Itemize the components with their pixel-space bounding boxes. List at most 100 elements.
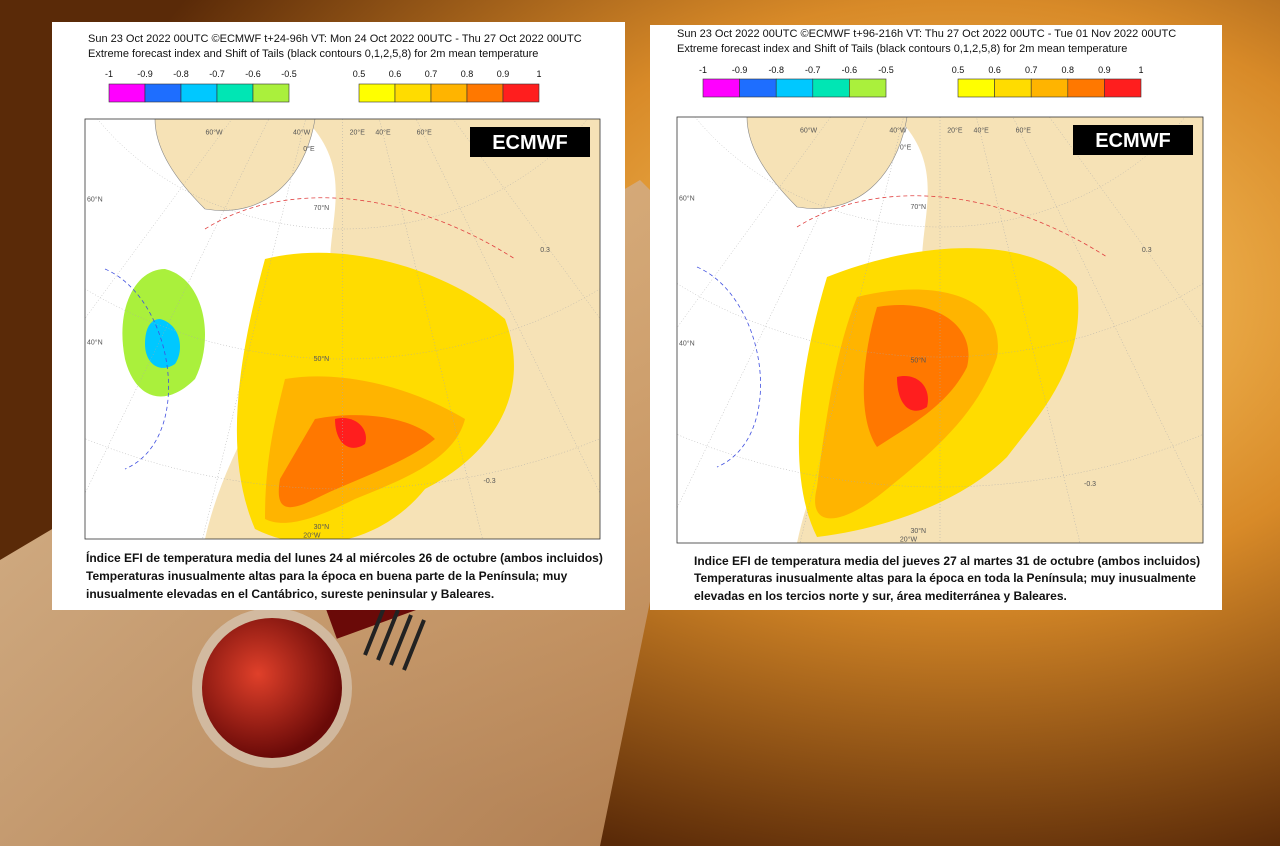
legend-swatch — [1030, 78, 1069, 98]
map-label: 60°W — [800, 127, 818, 135]
map-label: 60°N — [87, 196, 103, 204]
map-label: 0°E — [900, 144, 912, 152]
map-label: 40°N — [679, 340, 695, 348]
legend-label: -0.5 — [878, 65, 894, 75]
map-label: 60°W — [205, 128, 223, 136]
caption-line: Temperaturas inusualmente altas para la … — [694, 571, 1196, 585]
map-label: 20°W — [303, 532, 321, 540]
legend-swatch — [775, 78, 814, 98]
map-label: 40°E — [375, 128, 391, 136]
efi-area — [897, 376, 928, 411]
map-label: 0°E — [303, 145, 315, 153]
header-line: Sun 23 Oct 2022 00UTC ©ECMWF t+96-216h V… — [677, 28, 1176, 40]
map-greenland — [746, 117, 908, 209]
map — [677, 117, 1203, 543]
caption-line: Indice EFI de temperatura media del juev… — [694, 554, 1200, 568]
legend-swatch — [180, 83, 218, 103]
map-label: 70°N — [910, 203, 926, 211]
logo: ECMWF — [492, 132, 568, 154]
map-label: 60°N — [679, 195, 695, 203]
legend-label: -0.6 — [245, 69, 261, 79]
legend-label: 0.9 — [497, 69, 510, 79]
legend-swatch — [957, 78, 995, 98]
caption-line: inusualmente elevadas en el Cantábrico, … — [86, 587, 494, 601]
legend-swatch — [812, 78, 850, 98]
legend-swatch — [394, 83, 432, 103]
contour-positive — [204, 197, 516, 260]
legend-label: 0.7 — [425, 69, 438, 79]
efi-area — [278, 415, 435, 508]
legend-swatch — [502, 83, 540, 103]
legend-swatch — [466, 83, 504, 103]
map-label: 70°N — [314, 204, 330, 212]
legend-swatch — [358, 83, 396, 103]
legend-label: 0.8 — [1062, 65, 1075, 75]
panel-1-svg: Sun 23 Oct 2022 00UTC ©ECMWF t+24-96h VT… — [84, 33, 603, 601]
legend-swatch — [1067, 78, 1105, 98]
graticule — [202, 119, 306, 539]
legend-label: 0.7 — [1025, 65, 1038, 75]
map-label: 40°W — [889, 127, 907, 135]
legend-label: -1 — [105, 69, 113, 79]
map-label: 50°N — [314, 355, 330, 363]
legend-swatch — [739, 78, 777, 98]
legend-swatch — [849, 78, 887, 98]
legend-swatch — [1104, 78, 1142, 98]
legend-label: -0.6 — [842, 65, 858, 75]
legend-label: -0.9 — [732, 65, 748, 75]
legend-label: -0.8 — [768, 65, 784, 75]
legend-label: 0.5 — [353, 69, 366, 79]
graticule — [379, 119, 483, 539]
map-label: 20°E — [947, 127, 963, 135]
map-label: 30°N — [314, 523, 330, 531]
efi-area — [863, 305, 969, 447]
legend-swatch — [144, 83, 182, 103]
legend-label: 0.5 — [952, 65, 965, 75]
legend-label: 0.6 — [988, 65, 1001, 75]
legend-swatch — [252, 83, 290, 103]
map-frame — [84, 118, 601, 540]
graticule — [452, 119, 600, 319]
legend-swatch — [994, 78, 1032, 98]
legend-swatch — [108, 83, 146, 103]
map-frame — [676, 116, 1204, 544]
legend-label: -0.5 — [281, 69, 297, 79]
caption-line: Índice EFI de temperatura media del lune… — [86, 550, 603, 565]
legend-label: 1 — [536, 69, 541, 79]
caption-line: Temperaturas inusualmente altas para la … — [86, 569, 568, 583]
map-label: 0.3 — [1142, 247, 1152, 254]
panel-1: Sun 23 Oct 2022 00UTC ©ECMWF t+24-96h VT… — [52, 22, 625, 610]
map-label: 60°E — [417, 128, 433, 136]
legend-label: -1 — [699, 65, 707, 75]
panel-2-svg: Sun 23 Oct 2022 00UTC ©ECMWF t+96-216h V… — [676, 28, 1204, 603]
map-label: 20°W — [900, 535, 918, 543]
legend-label: -0.7 — [805, 65, 821, 75]
caption-line: elevadas en los tercios norte y sur, áre… — [694, 589, 1067, 603]
map-label: 60°E — [1016, 127, 1032, 135]
map-label: -0.3 — [484, 478, 496, 485]
legend-label: -0.9 — [137, 69, 153, 79]
contour-positive — [796, 195, 1108, 258]
legend-label: -0.8 — [173, 69, 189, 79]
logo: ECMWF — [1095, 130, 1171, 152]
legend-swatch — [216, 83, 254, 103]
legend-label: 1 — [1138, 65, 1143, 75]
legend-swatch — [702, 78, 740, 98]
legend-label: 0.8 — [461, 69, 474, 79]
map-label: -0.3 — [1084, 481, 1096, 488]
efi-area — [145, 319, 180, 368]
map-label: 40°W — [293, 128, 311, 136]
legend-label: 0.9 — [1098, 65, 1111, 75]
map-label: 50°N — [910, 357, 926, 365]
map-label: 30°N — [910, 527, 926, 535]
legend-label: 0.6 — [389, 69, 402, 79]
logo-box — [1073, 125, 1193, 155]
map-label: 40°E — [974, 127, 990, 135]
logo-box — [470, 127, 590, 157]
header-line: Extreme forecast index and Shift of Tail… — [677, 43, 1127, 55]
map-greenland — [154, 119, 316, 211]
map — [85, 119, 600, 539]
map-label: 20°E — [350, 128, 366, 136]
header-line: Extreme forecast index and Shift of Tail… — [88, 48, 538, 60]
